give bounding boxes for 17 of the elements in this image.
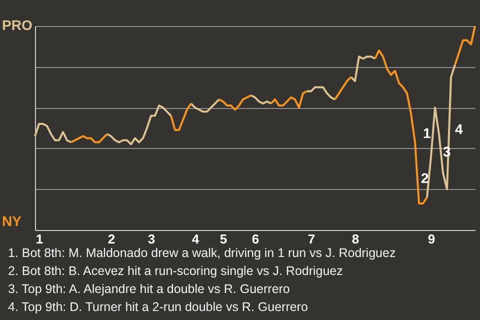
annotation: 4	[455, 121, 463, 138]
x-tick-label: 9	[428, 232, 436, 246]
x-tick-label: 1	[36, 232, 44, 246]
text: NY	[2, 213, 22, 229]
x-tick-label: 5	[220, 232, 228, 246]
x-tick-label: 7	[308, 232, 316, 246]
text: 2. Bot 8th: B. Acevez hit a run-scoring single vs J. Rodriguez	[8, 263, 344, 280]
x-tick-label: 8	[352, 232, 360, 246]
x-tick-label: 3	[148, 232, 156, 246]
text: 3. Top 9th: A. Alejandre hit a double vs R. Guerrero	[8, 281, 291, 298]
x-tick-label: 6	[252, 232, 260, 246]
text: PRO	[2, 17, 32, 33]
x-tick-label: 4	[192, 232, 200, 246]
x-tick-label: 2	[108, 232, 116, 246]
text: 4. Top 9th: D. Turner hit a 2-run double vs R. Guerrero	[8, 299, 309, 316]
text: 1. Bot 8th: M. Maldonado drew a walk, driving in 1 run vs J. Rodriguez	[8, 245, 396, 262]
annotation: 1	[423, 125, 431, 142]
